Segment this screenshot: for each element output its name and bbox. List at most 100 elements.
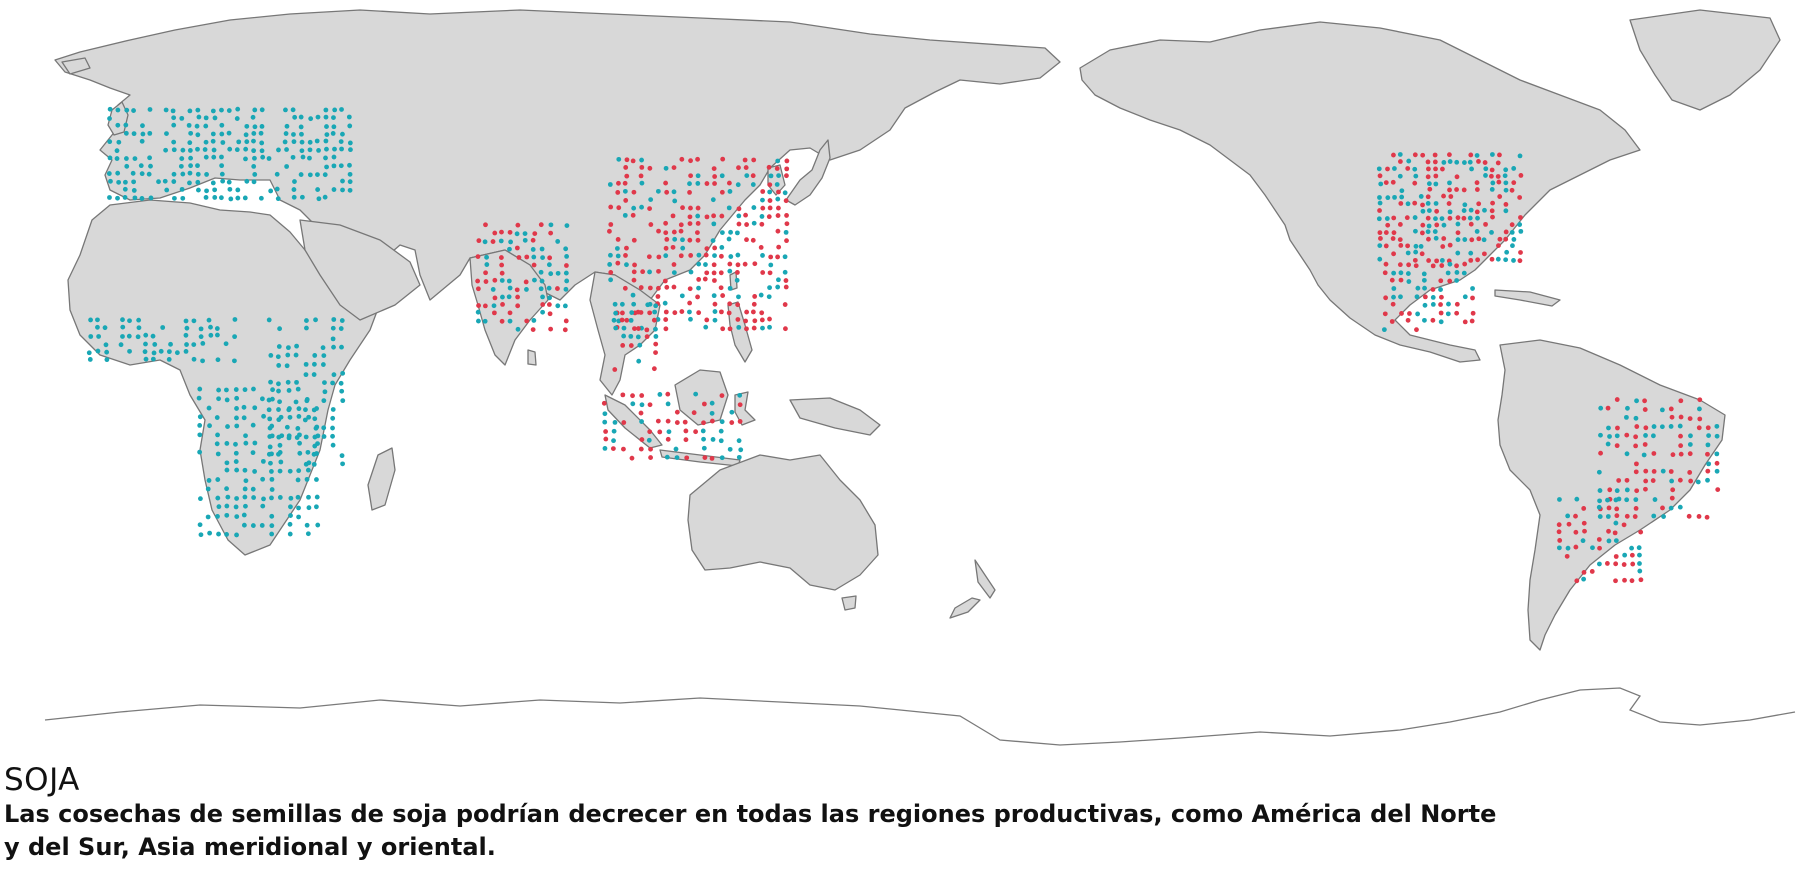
yield-dot bbox=[1470, 310, 1476, 316]
yield-dot bbox=[637, 342, 643, 348]
yield-dot bbox=[547, 311, 553, 317]
yield-dot bbox=[647, 285, 653, 291]
yield-dot bbox=[515, 294, 520, 300]
yield-dot bbox=[1468, 221, 1474, 227]
yield-dot bbox=[1397, 222, 1403, 227]
yield-dot bbox=[646, 437, 652, 443]
yield-dot bbox=[1445, 270, 1451, 276]
yield-dot bbox=[306, 505, 312, 511]
yield-dot bbox=[1482, 251, 1487, 257]
yield-dot bbox=[531, 318, 537, 323]
yield-dot bbox=[1634, 461, 1639, 467]
yield-dot bbox=[1614, 433, 1620, 439]
yield-dot bbox=[277, 442, 283, 448]
yield-dot bbox=[775, 158, 781, 164]
yield-dot bbox=[210, 108, 216, 114]
yield-dot bbox=[684, 455, 690, 461]
yield-dot bbox=[1412, 180, 1418, 186]
landmasses bbox=[44, 9, 1796, 746]
yield-dot bbox=[115, 107, 121, 113]
yield-dot bbox=[742, 261, 748, 267]
yield-dot bbox=[234, 532, 239, 538]
yield-dot bbox=[179, 115, 185, 121]
yield-dot bbox=[750, 182, 756, 187]
yield-dot bbox=[664, 284, 670, 290]
yield-dot bbox=[104, 357, 110, 363]
yield-dot bbox=[751, 157, 757, 163]
yield-dot bbox=[250, 422, 256, 428]
yield-dot bbox=[1678, 398, 1684, 404]
yield-dot bbox=[158, 348, 164, 354]
yield-dot bbox=[507, 246, 512, 252]
yield-dot bbox=[95, 324, 100, 330]
yield-dot bbox=[180, 171, 186, 177]
yield-dot bbox=[202, 147, 208, 152]
yield-dot bbox=[270, 387, 275, 393]
yield-dot bbox=[719, 213, 725, 219]
yield-dot bbox=[639, 393, 645, 398]
yield-dot bbox=[339, 388, 345, 394]
yield-dot bbox=[620, 310, 625, 316]
yield-dot bbox=[1391, 270, 1397, 276]
yield-dot bbox=[282, 139, 288, 145]
yield-dot bbox=[1430, 287, 1436, 292]
yield-dot bbox=[1557, 497, 1562, 502]
yield-dot bbox=[1643, 486, 1648, 492]
yield-dot bbox=[1426, 208, 1432, 213]
yield-dot bbox=[1489, 256, 1495, 262]
yield-dot bbox=[712, 181, 717, 186]
yield-dot bbox=[647, 165, 653, 171]
yield-dot bbox=[719, 309, 724, 315]
yield-dot bbox=[651, 366, 657, 372]
yield-dot bbox=[120, 317, 125, 323]
yield-dot bbox=[1517, 258, 1523, 264]
yield-dot bbox=[1398, 201, 1404, 206]
yield-dot bbox=[251, 131, 257, 136]
yield-dot bbox=[1659, 424, 1665, 430]
yield-dot bbox=[195, 107, 201, 113]
yield-dot bbox=[259, 148, 265, 154]
yield-dot bbox=[783, 284, 789, 290]
yield-dot bbox=[241, 404, 247, 410]
yield-dot bbox=[297, 440, 302, 446]
yield-dot bbox=[260, 154, 266, 160]
yield-dot bbox=[139, 196, 145, 201]
yield-dot bbox=[555, 239, 561, 244]
yield-dot bbox=[670, 213, 676, 219]
yield-dot bbox=[115, 195, 120, 201]
yield-dot bbox=[1643, 478, 1649, 484]
yield-dot bbox=[1405, 201, 1411, 207]
yield-dot bbox=[340, 178, 345, 184]
yield-dot bbox=[648, 455, 653, 460]
yield-dot bbox=[1426, 166, 1431, 172]
yield-dot bbox=[323, 155, 328, 161]
yield-dot bbox=[492, 230, 498, 236]
yield-dot bbox=[760, 325, 765, 331]
yield-dot bbox=[663, 220, 669, 226]
yield-dot bbox=[775, 228, 781, 234]
yield-dot bbox=[611, 428, 617, 434]
yield-dot bbox=[132, 156, 138, 161]
yield-dot bbox=[269, 396, 275, 402]
yield-dot bbox=[655, 418, 661, 424]
yield-dot bbox=[490, 239, 496, 244]
yield-dot bbox=[532, 231, 538, 237]
yield-dot bbox=[151, 350, 157, 356]
yield-dot bbox=[524, 287, 529, 292]
yield-dot bbox=[215, 357, 221, 363]
yield-dot bbox=[259, 140, 265, 146]
yield-dot bbox=[1633, 497, 1639, 503]
yield-dot bbox=[759, 214, 765, 219]
yield-dot bbox=[712, 174, 718, 179]
yield-dot bbox=[768, 262, 774, 268]
yield-dot bbox=[735, 252, 741, 258]
yield-dot bbox=[330, 407, 336, 412]
yield-dot bbox=[315, 114, 321, 120]
yield-dot bbox=[293, 399, 299, 405]
land-taiwan bbox=[729, 271, 738, 291]
yield-dot bbox=[278, 414, 284, 420]
yield-dot bbox=[1383, 243, 1389, 249]
yield-dot bbox=[210, 138, 216, 144]
yield-dot bbox=[1634, 398, 1639, 404]
yield-dot bbox=[687, 286, 693, 292]
